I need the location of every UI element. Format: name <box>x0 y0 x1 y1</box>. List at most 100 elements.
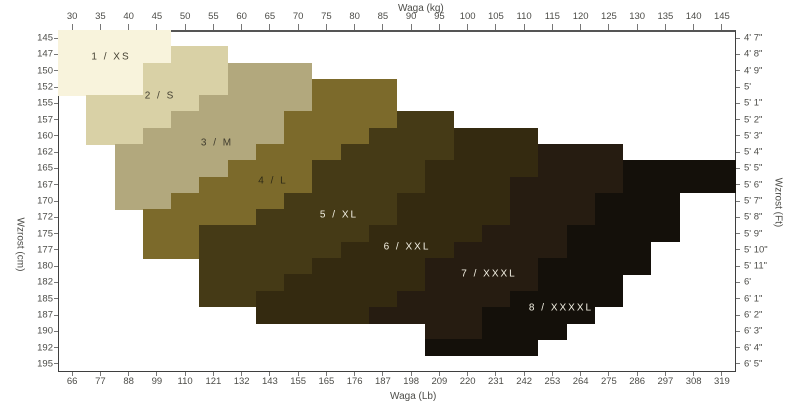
cm-tick-label: 152 <box>37 81 53 93</box>
size-band-cell-8-xxxxl <box>594 192 680 210</box>
cm-tick-mark <box>54 330 58 332</box>
ft-tick-mark <box>736 184 740 186</box>
cm-tick-label: 150 <box>37 65 53 77</box>
size-band-cell-6-xxl <box>255 290 397 308</box>
ft-tick-mark <box>736 70 740 72</box>
ft-tick-label: 5' 1" <box>744 97 763 109</box>
ft-tick-mark <box>736 53 740 55</box>
lb-tick-mark <box>495 372 497 376</box>
bottom-axis-title: Waga (Lb) <box>390 391 437 402</box>
size-band-cell-6-xxl <box>340 241 454 259</box>
cm-tick-label: 157 <box>37 114 53 126</box>
ft-tick-label: 4' 7" <box>744 32 763 44</box>
kg-tick-label: 120 <box>572 11 589 22</box>
kg-tick-label: 80 <box>349 11 360 22</box>
ft-tick-mark <box>736 363 740 365</box>
kg-tick-mark <box>636 24 638 30</box>
kg-tick-mark <box>438 24 440 30</box>
size-band-cell-2-s <box>142 62 228 80</box>
lb-tick-label: 319 <box>713 376 730 387</box>
lb-tick-mark <box>241 372 243 376</box>
lb-tick-label: 220 <box>459 376 476 387</box>
cm-tick-label: 187 <box>37 309 53 321</box>
size-band-cell-1-xs <box>58 78 143 96</box>
size-band-cell-3-m <box>114 192 171 210</box>
kg-tick-mark <box>551 24 553 30</box>
size-band-cell-4-l <box>284 127 369 145</box>
kg-tick-label: 40 <box>123 11 134 22</box>
size-band-cell-6-xxl <box>425 160 539 178</box>
kg-tick-mark <box>269 24 271 30</box>
cm-tick-mark <box>54 86 58 88</box>
cm-tick-label: 155 <box>37 97 53 109</box>
size-band-cell-7-xxxl <box>453 241 567 259</box>
ft-tick-mark <box>736 233 740 235</box>
cm-tick-label: 147 <box>37 48 53 60</box>
lb-tick-label: 275 <box>600 376 617 387</box>
kg-tick-mark <box>241 24 243 30</box>
kg-tick-mark <box>664 24 666 30</box>
size-band-cell-7-xxxl <box>510 192 595 210</box>
cm-tick-mark <box>54 249 58 251</box>
size-band-cell-5-xl <box>312 176 426 194</box>
ft-tick-label: 5' 11" <box>744 260 767 272</box>
ft-tick-mark <box>736 119 740 121</box>
ft-tick-mark <box>736 281 740 283</box>
kg-tick-label: 100 <box>459 11 476 22</box>
ft-tick-label: 4' 8" <box>744 48 763 60</box>
cm-tick-label: 185 <box>37 293 53 305</box>
ft-tick-label: 5' 7" <box>744 195 763 207</box>
cm-tick-label: 162 <box>37 146 53 158</box>
kg-tick-mark <box>128 24 130 30</box>
size-band-cell-4-l <box>312 78 397 96</box>
ft-tick-mark <box>736 298 740 300</box>
lb-tick-mark <box>721 372 723 376</box>
ft-tick-label: 5' 10" <box>744 244 768 256</box>
size-band-cell-3-m <box>227 78 313 96</box>
size-band-cell-3-m <box>171 111 284 129</box>
cm-tick-label: 195 <box>37 358 53 370</box>
size-band-cell-7-xxxl <box>397 290 510 308</box>
cm-tick-label: 182 <box>37 276 53 288</box>
cm-tick-mark <box>54 314 58 316</box>
lb-tick-label: 132 <box>233 376 250 387</box>
kg-tick-mark <box>354 24 356 30</box>
lb-tick-label: 209 <box>431 376 448 387</box>
lb-tick-label: 121 <box>205 376 222 387</box>
size-band-cell-5-xl <box>312 160 426 178</box>
ft-tick-label: 5' 2" <box>744 114 763 126</box>
ft-tick-label: 4' 9" <box>744 65 763 77</box>
kg-tick-mark <box>99 24 101 30</box>
lb-tick-mark <box>269 372 271 376</box>
kg-tick-label: 55 <box>208 11 219 22</box>
kg-tick-label: 70 <box>292 11 304 22</box>
size-band-cell-5-xl <box>199 258 313 275</box>
lb-tick-label: 88 <box>123 376 134 387</box>
lb-tick-mark <box>438 372 440 376</box>
kg-tick-label: 85 <box>377 11 389 22</box>
size-band-label: 3 / M <box>200 137 234 149</box>
ft-tick-mark <box>736 216 740 218</box>
size-band-cell-1-xs <box>58 46 171 64</box>
lb-tick-label: 264 <box>572 376 589 387</box>
lb-tick-mark <box>693 372 695 376</box>
kg-tick-mark <box>212 24 214 30</box>
size-band-cell-2-s <box>86 111 171 129</box>
size-band-cell-7-xxxl <box>425 274 539 292</box>
cm-tick-mark <box>54 265 58 267</box>
size-band-cell-7-xxxl <box>538 160 623 178</box>
size-band-cell-2-s <box>142 78 228 96</box>
size-band-cell-5-xl <box>199 241 341 259</box>
size-band-cell-7-xxxl <box>425 323 482 341</box>
ft-tick-mark <box>736 347 740 349</box>
cm-tick-label: 177 <box>37 244 53 256</box>
size-band-cell-4-l <box>142 241 200 259</box>
ft-tick-label: 6' 5" <box>744 358 763 370</box>
ft-tick-label: 5' <box>744 81 752 93</box>
size-band-cell-5-xl <box>199 225 369 243</box>
size-band-cell-2-s <box>86 95 200 113</box>
lb-tick-mark <box>382 372 384 376</box>
size-band-cell-4-l <box>284 111 397 129</box>
cm-tick-mark <box>54 233 58 235</box>
